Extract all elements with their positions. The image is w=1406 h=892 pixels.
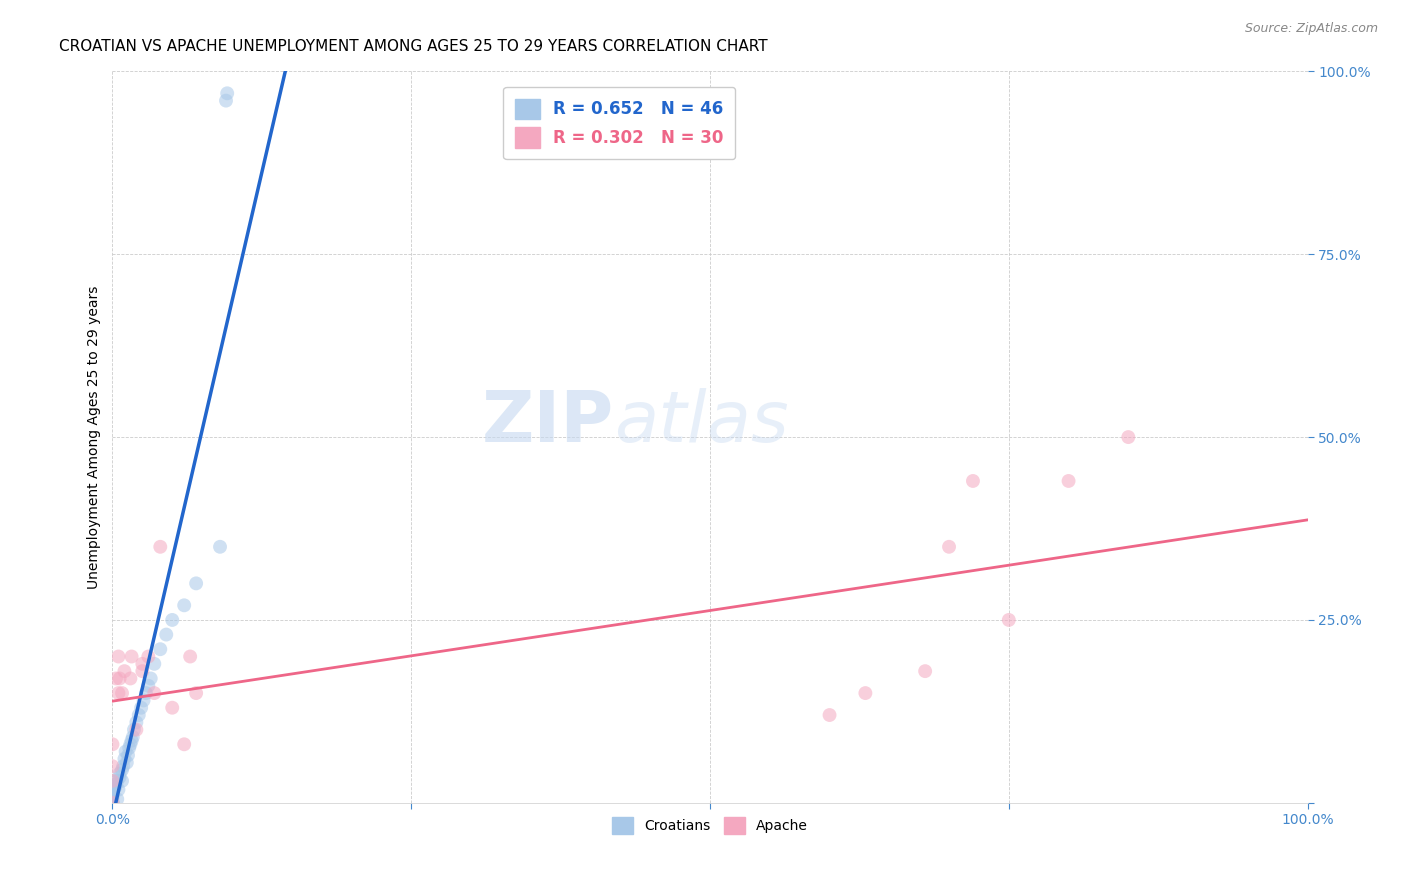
Point <box>108 672 131 686</box>
Point <box>101 796 124 810</box>
Point <box>112 759 135 773</box>
Point <box>121 730 143 744</box>
Point <box>101 792 124 806</box>
Point <box>114 745 136 759</box>
Point <box>101 796 124 810</box>
Point <box>155 627 177 641</box>
Point <box>818 708 841 723</box>
Point <box>162 613 183 627</box>
Point <box>105 792 128 806</box>
Text: Source: ZipAtlas.com: Source: ZipAtlas.com <box>1244 22 1378 36</box>
Point <box>179 649 201 664</box>
Point <box>120 672 142 686</box>
Point <box>111 773 134 788</box>
Point <box>117 748 139 763</box>
Point <box>186 576 208 591</box>
Point <box>120 737 142 751</box>
Point <box>149 642 172 657</box>
Point <box>107 782 129 797</box>
Point <box>138 649 160 664</box>
Point <box>149 540 172 554</box>
Point <box>962 474 984 488</box>
Point <box>114 664 135 678</box>
Point <box>111 686 134 700</box>
Point <box>105 672 128 686</box>
Point <box>135 686 157 700</box>
Point <box>101 796 124 810</box>
Point <box>118 740 141 755</box>
Point <box>107 649 129 664</box>
Point <box>143 686 166 700</box>
Point <box>139 672 162 686</box>
Point <box>101 789 124 803</box>
Point <box>143 657 166 671</box>
Point <box>115 756 138 770</box>
Point <box>108 766 131 780</box>
Point <box>128 708 150 723</box>
Point <box>125 715 148 730</box>
Point <box>938 540 960 554</box>
Point <box>129 700 152 714</box>
Point <box>101 787 124 801</box>
Point <box>121 649 143 664</box>
Point <box>186 686 208 700</box>
Point <box>104 780 127 794</box>
Point <box>114 752 135 766</box>
Point <box>217 87 239 101</box>
Point <box>101 737 124 751</box>
Point <box>101 773 124 788</box>
Point <box>173 599 195 613</box>
Point <box>215 94 238 108</box>
Point <box>108 770 131 784</box>
Text: ZIP: ZIP <box>482 388 614 457</box>
Point <box>138 679 160 693</box>
Point <box>104 781 127 796</box>
Point <box>125 723 148 737</box>
Point <box>173 737 195 751</box>
Point <box>131 657 153 671</box>
Point <box>209 540 232 554</box>
Point <box>105 778 128 792</box>
Point <box>101 785 124 799</box>
Text: atlas: atlas <box>614 388 789 457</box>
Point <box>101 782 124 797</box>
Point <box>131 664 153 678</box>
Point <box>107 686 129 700</box>
Point <box>101 796 124 810</box>
Text: CROATIAN VS APACHE UNEMPLOYMENT AMONG AGES 25 TO 29 YEARS CORRELATION CHART: CROATIAN VS APACHE UNEMPLOYMENT AMONG AG… <box>59 38 768 54</box>
Point <box>101 789 124 804</box>
Point <box>855 686 877 700</box>
Point <box>1057 474 1080 488</box>
Point <box>132 693 155 707</box>
Point <box>1118 430 1140 444</box>
Point <box>111 763 134 777</box>
Legend: Croatians, Apache: Croatians, Apache <box>606 812 814 839</box>
Point <box>101 759 124 773</box>
Point <box>162 700 183 714</box>
Point <box>122 723 145 737</box>
Point <box>105 773 128 788</box>
Point <box>101 796 124 810</box>
Point <box>121 733 143 747</box>
Point <box>998 613 1021 627</box>
Y-axis label: Unemployment Among Ages 25 to 29 years: Unemployment Among Ages 25 to 29 years <box>87 285 101 589</box>
Point <box>914 664 936 678</box>
